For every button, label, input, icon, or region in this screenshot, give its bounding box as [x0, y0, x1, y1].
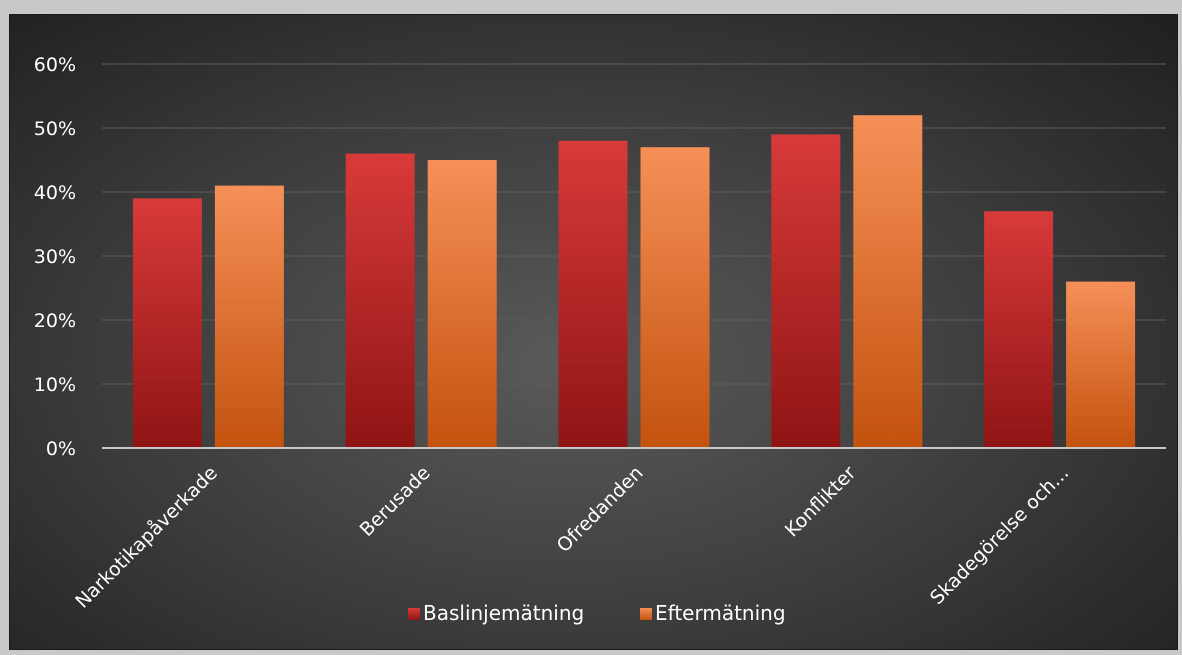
bar-baslinje — [771, 134, 841, 448]
bar-baslinje — [984, 211, 1054, 448]
bars — [132, 115, 1136, 449]
bar-efter — [427, 160, 497, 448]
bar-chart: 0% 10% 20% 30% 40% 50% 60% Narkotikapåverkade B… — [34, 54, 1166, 625]
y-tick-label: 20% — [34, 310, 76, 332]
bar-baslinje — [132, 198, 202, 448]
y-tick-label: 40% — [34, 182, 76, 204]
y-tick-label: 10% — [34, 374, 76, 396]
legend-label: Eftermätning — [655, 601, 786, 625]
y-tick-label: 30% — [34, 246, 76, 268]
legend-swatch — [408, 608, 420, 620]
chart-area: 0% 10% 20% 30% 40% 50% 60% Narkotikapåverkade B… — [9, 14, 1178, 650]
y-tick-label: 50% — [34, 118, 76, 140]
bar-efter — [214, 185, 284, 448]
x-tick-label: Konflikter — [781, 462, 861, 542]
x-tick-label: Ofredanden — [553, 462, 648, 557]
legend: Baslinjemätning Eftermätning — [408, 601, 786, 625]
y-axis-tick-labels: 0% 10% 20% 30% 40% 50% 60% — [34, 54, 76, 460]
bar-efter — [853, 115, 923, 448]
legend-label: Baslinjemätning — [423, 601, 584, 625]
x-tick-label: Skadegörelse och... — [926, 462, 1073, 609]
bar-efter — [640, 147, 710, 448]
legend-swatch — [640, 608, 652, 620]
bar-efter — [1066, 281, 1136, 448]
x-axis-tick-labels: Narkotikapåverkade Berusade Ofredanden Konf… — [70, 461, 1073, 612]
bar-baslinje — [558, 140, 628, 449]
y-tick-label: 60% — [34, 54, 76, 76]
x-tick-label: Narkotikapåverkade — [70, 461, 221, 612]
x-tick-label: Berusade — [356, 462, 435, 541]
y-tick-label: 0% — [46, 438, 76, 460]
bar-baslinje — [345, 153, 415, 448]
